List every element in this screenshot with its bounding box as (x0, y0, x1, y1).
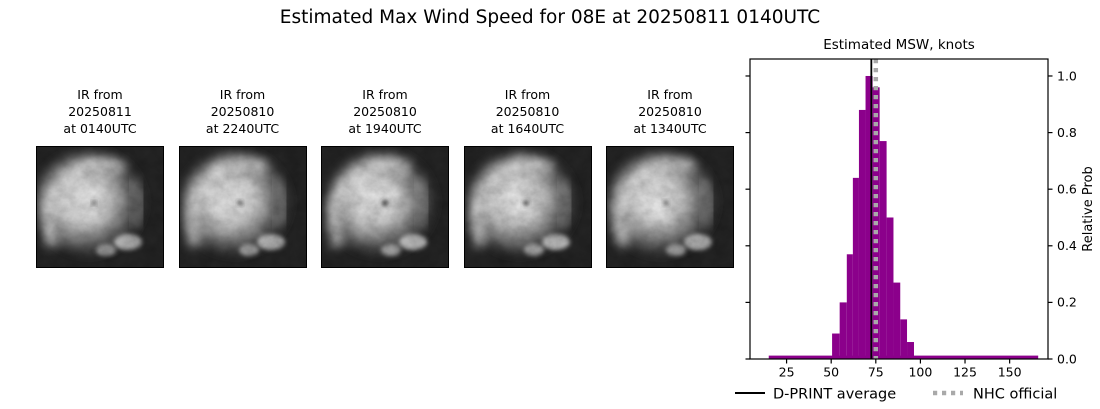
satellite-label: IR from 20250810 at 2240UTC (179, 86, 307, 140)
ir-noise-texture (36, 146, 164, 268)
satellite-image-wrap (36, 146, 164, 268)
x-tick-label: 100 (908, 365, 932, 380)
satellite-label-line: IR from (77, 87, 123, 102)
satellite-ir-image (606, 146, 734, 268)
y-tick-label: 0.6 (1057, 181, 1077, 196)
satellite-label-line: IR from (504, 87, 551, 102)
satellite-label-line: IR from (647, 87, 693, 102)
satellite-label-line: 20250810 (353, 104, 417, 119)
satellite-label-line: at 1340UTC (633, 121, 707, 136)
histogram-bar (900, 319, 908, 359)
satellite-ir-image (178, 146, 307, 268)
satellite-label: IR from 20250810 at 1340UTC (606, 86, 734, 140)
satellite-label-line: 20250810 (210, 104, 275, 119)
ir-noise-texture (321, 146, 449, 268)
satellite-panel-4: IR from 20250810 at 1640UTC (463, 86, 592, 268)
satellite-image-wrap (321, 146, 449, 268)
satellite-label-line: 20250810 (495, 104, 560, 119)
satellite-panel-5: IR from 20250810 at 1340UTC (606, 86, 734, 268)
cyclone-eye (382, 200, 388, 206)
satellite-ir-image (36, 146, 164, 268)
satellite-label-line: at 0140UTC (63, 121, 137, 136)
histogram-bar (879, 141, 887, 359)
cyclone-eye (92, 201, 96, 205)
satellite-panel-1: IR from 20250811 at 0140UTC (36, 86, 164, 268)
satellite-label-line: IR from (362, 87, 408, 102)
plot-border (749, 58, 1049, 360)
y-tick-label: 0.8 (1057, 125, 1077, 140)
image-border (606, 146, 734, 268)
x-tick-label: 50 (823, 365, 839, 380)
histogram-bar (832, 333, 840, 359)
histogram-bar (839, 302, 847, 359)
satellite-ir-image (463, 146, 592, 268)
y-axis-label: Relative Prob (1081, 166, 1096, 251)
legend-nhc-label: NHC official (973, 387, 1057, 403)
ir-noise-texture (606, 146, 734, 268)
page-title: Estimated Max Wind Speed for 08E at 2025… (279, 7, 821, 28)
histogram-bar (907, 342, 914, 359)
satellite-label-line: at 2240UTC (205, 121, 280, 136)
chart-title: Estimated MSW, knots (823, 37, 975, 53)
histogram-bar (886, 217, 894, 359)
x-tick-label: 150 (998, 365, 1022, 380)
histogram-bar (852, 177, 859, 359)
histogram-bar (865, 75, 873, 359)
image-border (178, 146, 307, 268)
cyclone-eye (663, 200, 669, 206)
x-tick-label: 75 (868, 365, 884, 380)
y-tick-label: 1.0 (1057, 68, 1077, 83)
y-tick-label: 0.0 (1057, 351, 1077, 366)
y-tick-label: 0.2 (1057, 295, 1077, 310)
satellite-label: IR from 20250810 at 1640UTC (464, 86, 592, 140)
cyclone-eye (237, 200, 242, 206)
y-tick-label: 0.4 (1057, 238, 1077, 253)
histogram-bar (858, 109, 866, 360)
satellite-label-line: at 1940UTC (348, 121, 422, 136)
satellite-label-line: 20250811 (68, 104, 132, 119)
x-tick-label: 25 (779, 365, 795, 380)
satellite-panel-3: IR from 20250810 at 1940UTC (321, 86, 449, 268)
histogram-bar (846, 254, 853, 359)
ir-noise-texture (178, 146, 307, 268)
image-border (36, 146, 164, 268)
cyclone-eye (522, 200, 529, 206)
x-tick-label: 125 (953, 365, 977, 380)
satellite-image-wrap (606, 146, 734, 268)
legend-dprint-label: D-PRINT average (773, 387, 896, 403)
image-border (463, 146, 592, 268)
satellite-label-line: IR from (219, 87, 266, 102)
satellite-label-line: 20250810 (638, 104, 702, 119)
histogram-bar (893, 282, 901, 359)
image-border (321, 146, 449, 268)
satellite-label: IR from 20250811 at 0140UTC (36, 86, 164, 140)
satellite-label-line: at 1640UTC (490, 121, 565, 136)
satellite-ir-image (321, 146, 449, 268)
satellite-label: IR from 20250810 at 1940UTC (321, 86, 449, 140)
ir-noise-texture (463, 146, 592, 268)
satellite-image-wrap (178, 146, 307, 268)
satellite-image-wrap (463, 146, 592, 268)
satellite-panel-2: IR from 20250810 at 2240UTC (178, 86, 307, 268)
